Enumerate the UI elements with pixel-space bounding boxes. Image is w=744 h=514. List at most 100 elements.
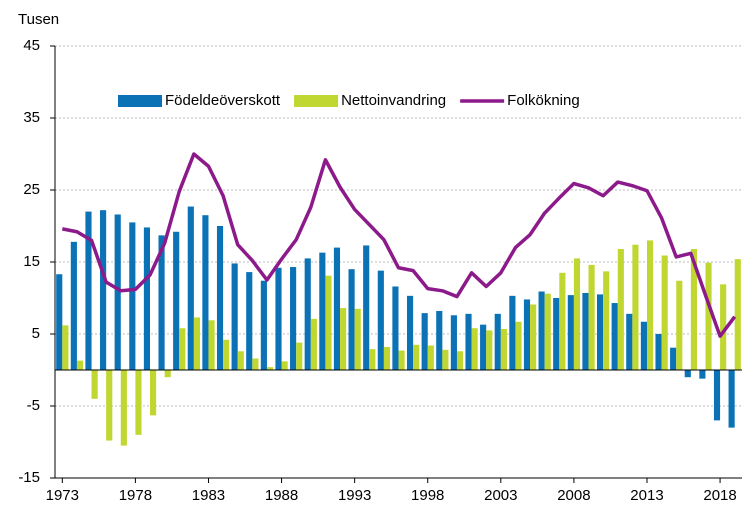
bar bbox=[325, 275, 332, 370]
bar bbox=[129, 222, 136, 370]
bar bbox=[202, 215, 209, 370]
bar bbox=[523, 299, 531, 370]
bar bbox=[596, 294, 604, 370]
bar bbox=[626, 313, 633, 370]
bar bbox=[421, 313, 428, 370]
bar bbox=[296, 342, 303, 370]
x-tick-label: 1993 bbox=[338, 487, 371, 504]
x-tick-label: 2013 bbox=[630, 487, 663, 504]
bar bbox=[617, 249, 624, 370]
bar bbox=[246, 272, 253, 370]
bar bbox=[538, 291, 545, 370]
bar bbox=[661, 255, 668, 370]
bar bbox=[333, 247, 341, 370]
x-tick-label: 1978 bbox=[119, 487, 152, 504]
bar bbox=[237, 351, 244, 370]
legend-swatch bbox=[294, 95, 339, 107]
bar bbox=[705, 262, 712, 370]
x-tick-label: 1983 bbox=[192, 487, 225, 504]
bar bbox=[135, 370, 142, 435]
bar bbox=[340, 308, 347, 370]
bar bbox=[480, 324, 487, 370]
bar bbox=[91, 370, 98, 399]
bar bbox=[567, 295, 574, 370]
bar bbox=[383, 346, 391, 370]
bar bbox=[582, 292, 589, 370]
legend-label: Folkökning bbox=[507, 92, 580, 109]
bar bbox=[406, 295, 414, 370]
bar bbox=[216, 226, 224, 370]
bar bbox=[363, 245, 370, 370]
bar bbox=[699, 370, 706, 379]
bar bbox=[310, 318, 317, 370]
y-tick-label: 15 bbox=[23, 253, 40, 270]
bar bbox=[304, 258, 311, 370]
bar bbox=[450, 315, 457, 370]
bar bbox=[544, 293, 551, 370]
bar bbox=[106, 370, 113, 441]
bar bbox=[76, 360, 84, 370]
y-tick-label: 45 bbox=[23, 37, 40, 54]
bar bbox=[179, 328, 186, 370]
bar bbox=[348, 269, 355, 370]
x-tick-label: 2008 bbox=[557, 487, 590, 504]
line bbox=[61, 152, 737, 338]
bar bbox=[690, 249, 697, 370]
bar bbox=[173, 231, 180, 370]
y-tick-label: -15 bbox=[18, 469, 40, 486]
bar bbox=[655, 334, 662, 370]
bar bbox=[70, 241, 77, 370]
bar bbox=[150, 370, 157, 416]
bar bbox=[319, 252, 326, 370]
bar bbox=[442, 349, 449, 370]
bar bbox=[465, 313, 472, 370]
x-tick-label: 2018 bbox=[703, 487, 736, 504]
bar bbox=[509, 295, 516, 370]
bar bbox=[734, 259, 741, 370]
bar bbox=[377, 270, 384, 370]
bar bbox=[158, 235, 165, 370]
x-tick-label: 1973 bbox=[46, 487, 79, 504]
bar bbox=[603, 271, 610, 370]
bar bbox=[559, 272, 566, 370]
bar bbox=[728, 370, 735, 428]
bar bbox=[515, 321, 522, 370]
y-tick-label: 5 bbox=[32, 325, 40, 342]
bar bbox=[100, 210, 107, 370]
bar bbox=[252, 358, 259, 370]
bar bbox=[573, 258, 581, 370]
bar bbox=[676, 280, 683, 370]
bar bbox=[62, 325, 69, 370]
bar bbox=[588, 264, 595, 370]
y-tick-label: 25 bbox=[23, 181, 40, 198]
bar bbox=[427, 345, 434, 370]
bar bbox=[436, 310, 443, 370]
bar bbox=[720, 284, 727, 370]
bar bbox=[266, 367, 274, 370]
bar bbox=[164, 370, 171, 378]
bar bbox=[231, 263, 238, 370]
bar bbox=[500, 328, 507, 370]
y-axis-label: Tusen bbox=[18, 11, 59, 28]
legend-label: Födeldeöverskott bbox=[165, 92, 281, 109]
x-tick-label: 2003 bbox=[484, 487, 517, 504]
bar bbox=[670, 347, 677, 370]
bar bbox=[632, 244, 639, 370]
bar bbox=[223, 339, 230, 370]
bar bbox=[684, 370, 691, 378]
bar bbox=[290, 267, 297, 370]
bar bbox=[281, 361, 288, 370]
legend-swatch bbox=[118, 95, 162, 107]
bar bbox=[494, 313, 501, 370]
bar bbox=[392, 286, 399, 370]
bar bbox=[354, 308, 361, 370]
bar bbox=[187, 206, 194, 370]
bar bbox=[85, 211, 92, 370]
bar bbox=[611, 303, 618, 370]
bar bbox=[120, 370, 127, 446]
bar bbox=[553, 298, 560, 370]
bar bbox=[114, 214, 121, 370]
bar bbox=[530, 304, 537, 370]
bar bbox=[143, 227, 151, 370]
bar bbox=[275, 267, 282, 370]
